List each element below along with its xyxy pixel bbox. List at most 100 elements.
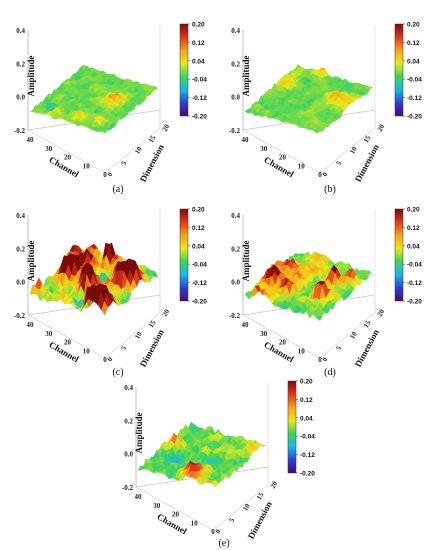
panel-label: (e) bbox=[218, 538, 229, 549]
dimension-tick-label: 20 bbox=[376, 123, 387, 133]
channel-tick-label: 40 bbox=[27, 321, 35, 329]
z-tick-label: 0.4 bbox=[16, 27, 25, 35]
channel-tick-label: 0 bbox=[103, 171, 107, 179]
channel-tick-label: 30 bbox=[260, 330, 268, 338]
panel-label: (c) bbox=[112, 367, 123, 378]
surface-facet bbox=[101, 301, 108, 316]
colorbar-tick-label: 0.12 bbox=[192, 40, 205, 47]
colorbar-tick-label: 0.20 bbox=[407, 207, 420, 214]
dimension-tick-label: 10 bbox=[133, 330, 144, 340]
colorbar bbox=[394, 23, 404, 117]
colorbar-tick-label: -0.04 bbox=[192, 77, 207, 84]
dimension-tick-label: 15 bbox=[255, 491, 266, 501]
colorbar-tick-label: -0.12 bbox=[192, 95, 207, 102]
surface-mesh bbox=[244, 63, 374, 134]
channel-tick-label: 10 bbox=[298, 162, 306, 170]
dimension-tick-label: 0 bbox=[106, 171, 115, 178]
floor-outline bbox=[27, 294, 161, 359]
dimension-tick-label: 0 bbox=[321, 356, 330, 363]
z-tick-label: 0.4 bbox=[231, 27, 240, 35]
dimension-tick-label: 5 bbox=[120, 344, 129, 351]
surface-facet bbox=[101, 130, 109, 134]
colorbar-tick-label: -0.12 bbox=[407, 280, 422, 287]
colorbar-tick-label: -0.04 bbox=[407, 77, 422, 84]
channel-tick-label: 0 bbox=[318, 171, 322, 179]
z-tick-label: -0.2 bbox=[14, 127, 26, 135]
colorbar-tick-label: -0.20 bbox=[192, 299, 207, 306]
channel-tick-label: 10 bbox=[298, 347, 306, 355]
surface-mesh bbox=[29, 242, 159, 316]
colorbar-tick-label: -0.20 bbox=[407, 114, 422, 121]
z-tick-label: 0.0 bbox=[231, 94, 240, 102]
z-tick-label: 0.2 bbox=[231, 60, 240, 68]
z-axis-label: Amplitude bbox=[134, 412, 144, 453]
panel-label: (d) bbox=[324, 367, 336, 378]
dimension-tick-label: 20 bbox=[161, 123, 172, 133]
colorbar-tick-label: 0.12 bbox=[407, 40, 420, 47]
channel-tick-label: 0 bbox=[318, 356, 322, 364]
colorbar bbox=[394, 208, 404, 302]
channel-tick-label: 40 bbox=[27, 136, 35, 144]
colorbar-tick-label: -0.04 bbox=[192, 262, 207, 269]
channel-tick-label: 10 bbox=[191, 519, 199, 527]
channel-tick-label: 40 bbox=[242, 321, 250, 329]
z-tick-label: 0.4 bbox=[231, 212, 240, 220]
z-tick-label: 0.0 bbox=[16, 279, 25, 287]
colorbar-tick-label: 0.04 bbox=[407, 58, 420, 65]
dimension-tick-label: 10 bbox=[241, 502, 252, 512]
dimension-tick-label: 5 bbox=[120, 159, 129, 166]
dimension-tick-label: 0 bbox=[321, 171, 330, 178]
colorbar-tick-label: -0.20 bbox=[192, 114, 207, 121]
z-tick-label: 0.2 bbox=[231, 245, 240, 253]
dimension-tick-label: 5 bbox=[335, 344, 344, 351]
channel-tick-label: 30 bbox=[45, 330, 53, 338]
surface-facet bbox=[209, 482, 216, 488]
channel-tick-label: 0 bbox=[211, 528, 215, 536]
surface-facet bbox=[316, 314, 324, 322]
colorbar-tick-label: 0.04 bbox=[192, 243, 205, 250]
z-tick-label: 0.0 bbox=[231, 279, 240, 287]
colorbar-tick-label: -0.04 bbox=[407, 262, 422, 269]
colorbar-tick-label: 0.04 bbox=[192, 58, 205, 65]
z-tick-label: 0.4 bbox=[16, 212, 25, 220]
dimension-tick-label: 15 bbox=[147, 134, 158, 144]
dimension-tick-label: 0 bbox=[106, 356, 115, 363]
surface-mesh bbox=[244, 251, 374, 322]
z-axis-label: Amplitude bbox=[241, 55, 251, 96]
channel-tick-label: 10 bbox=[83, 347, 91, 355]
channel-tick-label: 40 bbox=[242, 136, 250, 144]
channel-tick-label: 20 bbox=[64, 339, 72, 347]
dimension-tick-label: 15 bbox=[147, 319, 158, 329]
z-tick-label: 0.2 bbox=[16, 245, 25, 253]
z-axis-label: Amplitude bbox=[26, 240, 36, 281]
dimension-tick-label: 10 bbox=[348, 330, 359, 340]
z-tick-label: 0.2 bbox=[16, 60, 25, 68]
dimension-tick-label: 5 bbox=[228, 516, 237, 523]
colorbar-tick-label: 0.12 bbox=[192, 225, 205, 232]
dimension-tick-label: 15 bbox=[362, 134, 373, 144]
z-tick-label: 0.0 bbox=[16, 94, 25, 102]
dimension-tick-label: 20 bbox=[269, 480, 280, 490]
channel-tick-label: 40 bbox=[135, 493, 143, 501]
colorbar-tick-label: 0.20 bbox=[300, 379, 313, 386]
surface-mesh bbox=[29, 64, 159, 134]
z-tick-label: -0.2 bbox=[229, 312, 241, 320]
channel-tick-label: 20 bbox=[279, 154, 287, 162]
channel-tick-label: 20 bbox=[279, 339, 287, 347]
channel-tick-label: 20 bbox=[172, 511, 180, 519]
dimension-tick-label: 20 bbox=[376, 308, 387, 318]
colorbar-tick-label: -0.12 bbox=[192, 280, 207, 287]
z-tick-label: -0.2 bbox=[14, 312, 26, 320]
colorbar-tick-label: -0.12 bbox=[300, 452, 315, 459]
colorbar-tick-label: 0.12 bbox=[407, 225, 420, 232]
dimension-tick-label: 20 bbox=[161, 308, 172, 318]
channel-tick-label: 30 bbox=[153, 502, 161, 510]
channel-tick-label: 30 bbox=[260, 145, 268, 153]
colorbar bbox=[179, 208, 189, 302]
channel-tick-label: 0 bbox=[103, 356, 107, 364]
